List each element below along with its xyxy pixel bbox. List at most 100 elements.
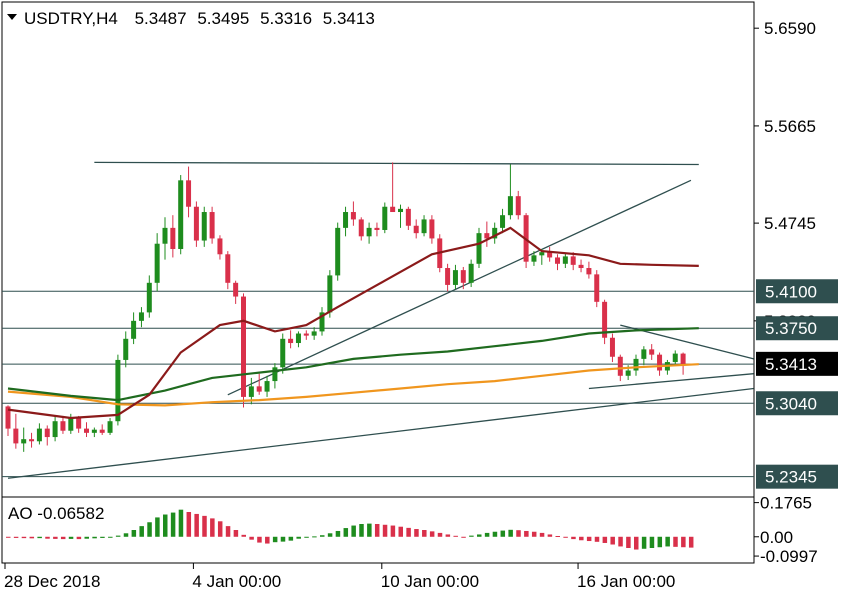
candle-body [657, 354, 663, 371]
ao-bar [390, 525, 396, 537]
ao-bar [445, 534, 451, 537]
low-value: 5.3316 [260, 9, 312, 28]
ao-bar [539, 532, 545, 537]
ao-bar [414, 529, 419, 537]
candle-body [13, 428, 19, 444]
ao-bar [673, 536, 678, 547]
trendline-1 [227, 179, 692, 396]
ao-bar [469, 535, 474, 537]
candle-body [280, 338, 286, 368]
candle-body [562, 256, 568, 264]
price-label-text: 5.3750 [765, 319, 817, 338]
ao-bar [579, 536, 584, 541]
ma-mid-line [7, 327, 699, 402]
price-label-text: 5.3040 [765, 394, 817, 413]
candle-body [209, 212, 215, 239]
candle-body [170, 227, 176, 249]
price-label-text: 5.3413 [765, 355, 817, 374]
ao-bar [225, 526, 231, 537]
ao-bar [296, 536, 301, 539]
ao-bar [100, 536, 105, 538]
candle-body [99, 429, 105, 433]
ao-bar [178, 509, 184, 537]
ao-bar [594, 536, 600, 542]
candle-body [327, 275, 333, 313]
candle-body [295, 333, 301, 344]
ao-bar [453, 535, 458, 537]
candle-body [264, 381, 270, 392]
candle-body [5, 406, 11, 429]
ao-bar [202, 515, 207, 537]
candle-body [609, 337, 615, 357]
ao-bar [547, 534, 553, 537]
ao-label: AO -0.06582 [8, 504, 104, 523]
candle-body [225, 254, 231, 283]
ao-bar [524, 530, 529, 537]
ao-bar [500, 530, 506, 537]
candle-body [138, 312, 144, 321]
ao-bar [398, 526, 403, 537]
ao-bar [343, 528, 349, 537]
candle-body [547, 252, 553, 258]
dropdown-triangle-icon[interactable] [7, 14, 17, 20]
trendline-2 [7, 387, 754, 479]
candle-body [594, 274, 600, 302]
ao-bar [508, 529, 513, 537]
ao-bar [367, 523, 372, 537]
candle-body [445, 268, 451, 285]
candle-body [201, 212, 207, 241]
ao-bar [265, 536, 270, 544]
candle-body [500, 215, 506, 228]
candle-body [531, 255, 537, 262]
ao-bar [429, 531, 435, 537]
ao-bar [241, 534, 246, 537]
candle-body [146, 282, 152, 313]
ao-bar [123, 533, 129, 537]
ao-bar [68, 536, 74, 539]
candle-body [460, 270, 466, 283]
ao-bar [571, 536, 576, 540]
candle-body [115, 359, 121, 422]
ao-bar [359, 524, 364, 537]
time-tick-label: 28 Dec 2018 [4, 572, 100, 591]
ao-bar [249, 536, 254, 540]
candle-body [398, 208, 403, 213]
price-label-box [756, 391, 838, 416]
ao-bar [563, 536, 568, 538]
ao-bar [217, 521, 223, 537]
candle-body [193, 206, 199, 241]
ao-tick-label: 0.1765 [760, 494, 812, 513]
candle-body [421, 219, 427, 234]
trendline-3 [588, 373, 754, 390]
candle-body [578, 264, 584, 269]
moving-averages [7, 226, 699, 420]
candle-body [633, 358, 639, 371]
price-label-box [756, 351, 838, 376]
candle-body [649, 349, 655, 355]
ao-bar [37, 536, 42, 539]
high-value: 5.3495 [197, 9, 249, 28]
ao-bar [484, 532, 490, 537]
time-tick-label: 4 Jan 00:00 [192, 572, 281, 591]
ao-bar [681, 536, 686, 548]
ao-bar [108, 536, 113, 538]
close-value: 5.3413 [323, 9, 375, 28]
candle-body [123, 338, 129, 360]
ao-bar [257, 536, 262, 543]
trendline-0 [94, 161, 699, 166]
price-label-box [756, 464, 838, 489]
candle-body [36, 428, 42, 442]
price-label-box [756, 279, 838, 304]
candle-body [641, 349, 647, 359]
ao-bar [13, 536, 19, 538]
ao-bar [29, 536, 35, 539]
candle-body [586, 268, 592, 275]
candle-body [343, 212, 349, 228]
candle-body [29, 439, 35, 442]
ao-bar [688, 536, 694, 548]
candle-body [429, 219, 435, 239]
ao-bar [6, 536, 11, 538]
ao-bar [586, 536, 592, 542]
ao-bar [618, 536, 623, 547]
